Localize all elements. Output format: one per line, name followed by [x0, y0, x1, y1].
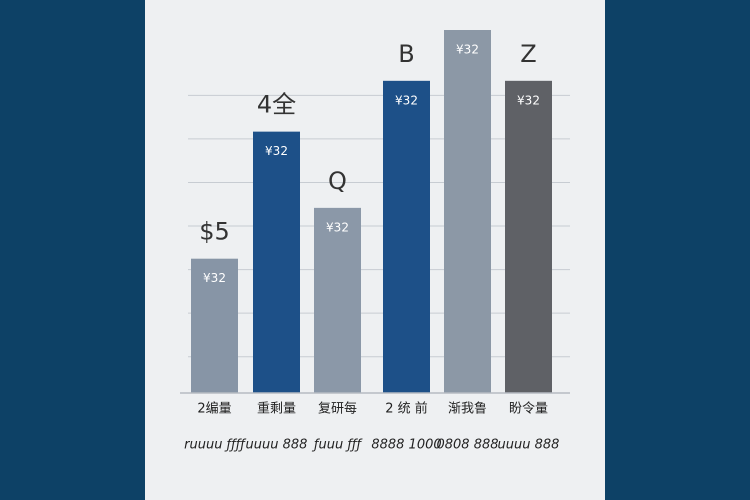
x-tick-label: 2 统 前	[385, 401, 428, 417]
x-tick-label: 渐我鲁	[448, 402, 487, 417]
bar-label: ¥32	[203, 271, 226, 285]
bar-label: ¥32	[517, 93, 540, 107]
annotation: 4全	[257, 91, 296, 119]
x-tick-note: 8888 1000	[371, 438, 441, 453]
bar	[383, 80, 430, 393]
x-tick-note: ruuuu ƒƒƒƒ	[184, 438, 247, 453]
bar	[314, 207, 361, 393]
x-tick-note: uuuu 888	[498, 438, 560, 453]
bar-label: ¥32	[456, 43, 479, 57]
bar-label: ¥32	[265, 144, 288, 158]
x-tick-label: 重剩量	[257, 401, 296, 417]
bar	[253, 131, 300, 393]
x-tick-note: uuuu 888	[246, 438, 308, 453]
annotation: $5	[199, 218, 230, 246]
annotation: B	[398, 40, 414, 68]
x-tick-label: 复研每	[318, 401, 357, 417]
x-tick-note: ƒuuu ƒƒƒ	[311, 438, 364, 453]
bar-label: ¥32	[326, 220, 349, 234]
bar	[444, 30, 491, 393]
bar-label: ¥32	[395, 93, 418, 107]
annotation: Q	[328, 167, 347, 195]
x-tick-label: 盼令量	[509, 402, 548, 417]
x-tick-note: 0808 888	[436, 438, 498, 453]
bar	[191, 258, 238, 393]
x-tick-label: 2编量	[197, 402, 231, 417]
annotation: Z	[520, 40, 536, 68]
bar	[505, 80, 552, 393]
